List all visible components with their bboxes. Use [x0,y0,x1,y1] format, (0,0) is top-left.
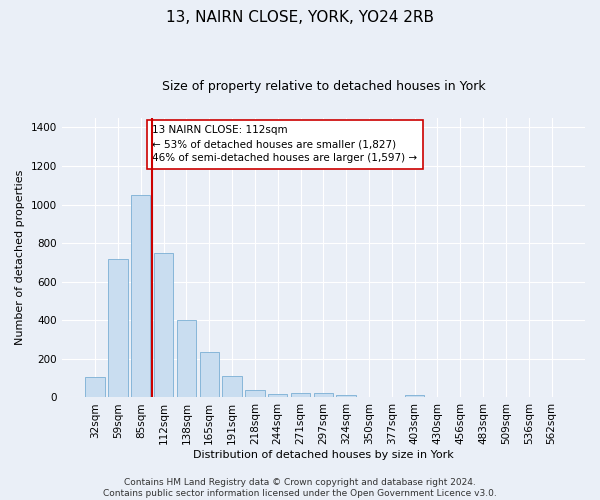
Bar [268,394,287,398]
Bar [85,377,105,398]
Text: 13 NAIRN CLOSE: 112sqm
← 53% of detached houses are smaller (1,827)
46% of semi-: 13 NAIRN CLOSE: 112sqm ← 53% of detached… [152,126,418,164]
Y-axis label: Number of detached properties: Number of detached properties [15,170,25,346]
Bar [291,392,310,398]
Bar [405,394,424,398]
Bar [131,195,151,398]
Bar [200,352,219,398]
Bar [154,253,173,398]
Bar [223,376,242,398]
Title: Size of property relative to detached houses in York: Size of property relative to detached ho… [161,80,485,93]
X-axis label: Distribution of detached houses by size in York: Distribution of detached houses by size … [193,450,454,460]
Text: 13, NAIRN CLOSE, YORK, YO24 2RB: 13, NAIRN CLOSE, YORK, YO24 2RB [166,10,434,25]
Bar [337,394,356,398]
Bar [108,258,128,398]
Bar [314,392,333,398]
Text: Contains HM Land Registry data © Crown copyright and database right 2024.
Contai: Contains HM Land Registry data © Crown c… [103,478,497,498]
Bar [177,320,196,398]
Bar [245,390,265,398]
